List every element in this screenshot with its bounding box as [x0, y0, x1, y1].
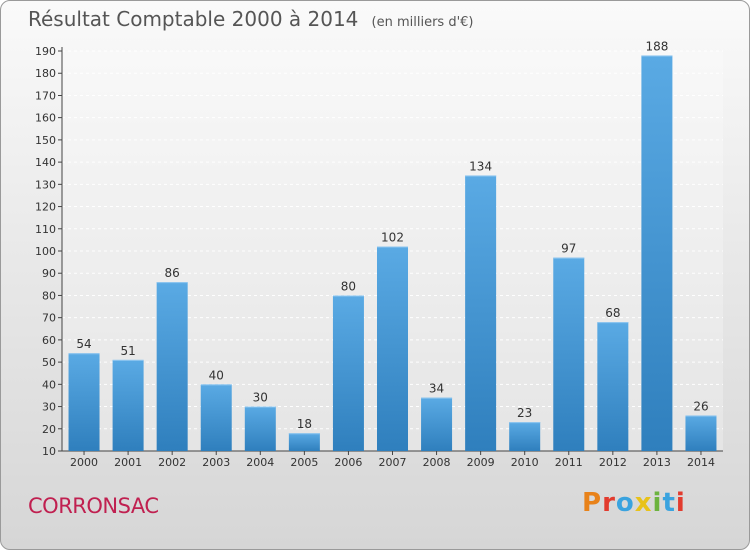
- brand-letter: i: [675, 488, 686, 518]
- chart-title-block: Résultat Comptable 2000 à 2014 (en milli…: [28, 7, 473, 31]
- bar-value-label: 30: [253, 391, 268, 405]
- y-tick-label: 190: [35, 45, 56, 58]
- brand-letter: o: [615, 488, 635, 518]
- y-tick-label: 70: [42, 312, 56, 325]
- brand-letter: t: [662, 488, 676, 518]
- y-tick-label: 10: [42, 445, 56, 458]
- x-tick-label: 2002: [158, 456, 186, 469]
- bar-value-label: 86: [165, 266, 180, 280]
- bar: [685, 415, 717, 451]
- y-tick-label: 160: [35, 112, 56, 125]
- bar-value-label: 18: [297, 417, 312, 431]
- y-tick-label: 50: [42, 356, 56, 369]
- bar: [377, 246, 408, 451]
- x-tick-label: 2011: [555, 456, 583, 469]
- brand-letter: P: [582, 488, 603, 518]
- brand-letter: r: [602, 488, 616, 518]
- y-tick-label: 140: [35, 156, 56, 169]
- bar: [553, 257, 585, 451]
- x-tick-label: 2005: [290, 456, 318, 469]
- brand-logo: Proxiti: [582, 488, 686, 518]
- chart-unit-note: (en milliers d'€): [371, 15, 474, 30]
- y-tick-label: 100: [35, 245, 56, 258]
- y-tick-label: 20: [42, 423, 56, 436]
- bar-value-label: 102: [381, 231, 404, 245]
- y-tick-label: 80: [42, 289, 56, 302]
- y-tick-label: 120: [35, 201, 56, 214]
- bar: [112, 359, 144, 451]
- bar: [332, 295, 364, 451]
- y-tick-label: 180: [35, 67, 56, 80]
- bar: [288, 433, 320, 451]
- bar: [509, 422, 541, 451]
- x-tick-label: 2013: [643, 456, 671, 469]
- bar-value-label: 68: [605, 306, 620, 320]
- x-tick-label: 2000: [70, 456, 98, 469]
- x-tick-label: 2001: [114, 456, 142, 469]
- bar-value-label: 51: [120, 344, 135, 358]
- y-tick-label: 30: [42, 401, 56, 414]
- x-tick-label: 2014: [687, 456, 715, 469]
- x-tick-label: 2006: [334, 456, 362, 469]
- x-tick-label: 2010: [511, 456, 539, 469]
- bar: [465, 175, 497, 451]
- bar: [421, 397, 453, 451]
- bar-value-label: 188: [645, 39, 668, 53]
- bar-value-label: 34: [429, 382, 444, 396]
- y-tick-label: 90: [42, 267, 56, 280]
- bar: [244, 406, 276, 451]
- x-tick-label: 2009: [467, 456, 495, 469]
- chart-title: Résultat Comptable 2000 à 2014: [28, 7, 359, 31]
- brand-letter: i: [652, 488, 663, 518]
- bar: [68, 353, 100, 451]
- x-tick-label: 2007: [379, 456, 407, 469]
- y-tick-label: 110: [35, 223, 56, 236]
- bar: [597, 322, 629, 451]
- x-tick-label: 2012: [599, 456, 627, 469]
- bar-value-label: 134: [469, 159, 492, 173]
- bar-value-label: 40: [209, 368, 224, 382]
- bar-value-label: 97: [561, 242, 576, 256]
- bar: [641, 55, 673, 451]
- bar: [200, 384, 232, 451]
- x-tick-label: 2008: [423, 456, 451, 469]
- x-tick-label: 2004: [246, 456, 274, 469]
- bar-value-label: 54: [76, 337, 91, 351]
- y-tick-label: 40: [42, 378, 56, 391]
- x-tick-label: 2003: [202, 456, 230, 469]
- bar-value-label: 23: [517, 406, 532, 420]
- y-tick-label: 150: [35, 134, 56, 147]
- brand-letter: x: [634, 488, 653, 518]
- place-name: CORRONSAC: [28, 494, 159, 518]
- y-tick-label: 170: [35, 89, 56, 102]
- bar: [156, 282, 188, 451]
- bar-value-label: 26: [693, 399, 708, 413]
- y-tick-label: 60: [42, 334, 56, 347]
- y-tick-label: 130: [35, 178, 56, 191]
- bar-value-label: 80: [341, 279, 356, 293]
